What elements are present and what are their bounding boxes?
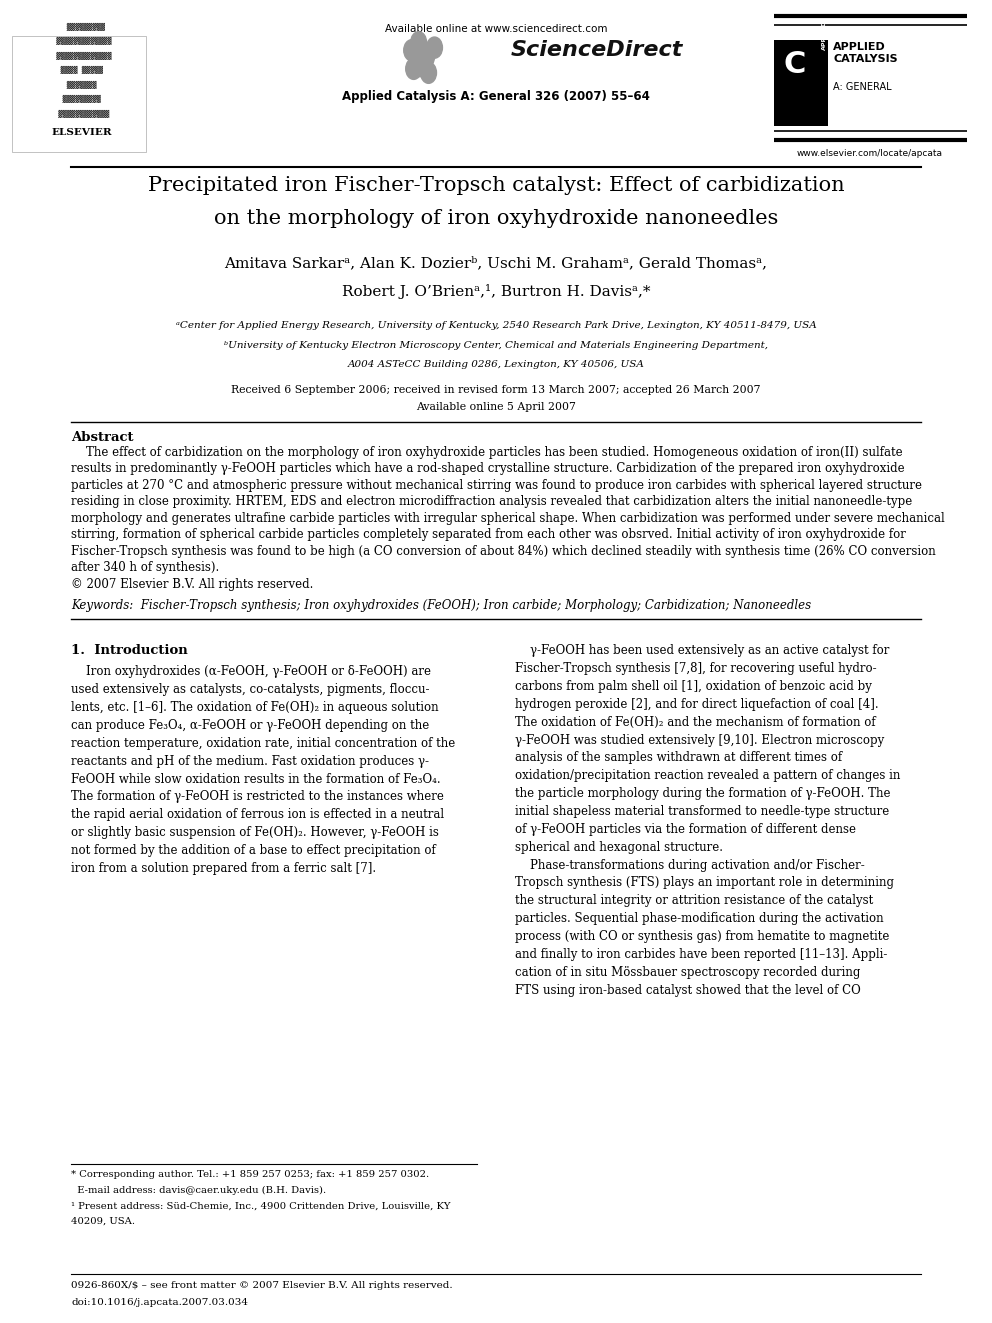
Text: used extensively as catalysts, co-catalysts, pigments, floccu-: used extensively as catalysts, co-cataly… [71, 683, 430, 696]
Text: FTS using iron-based catalyst showed that the level of CO: FTS using iron-based catalyst showed tha… [515, 984, 861, 996]
Text: ▓▓▓▓▓▓▓: ▓▓▓▓▓▓▓ [54, 81, 109, 89]
Text: Robert J. O’Brienᵃ,¹, Burtron H. Davisᵃ,*: Robert J. O’Brienᵃ,¹, Burtron H. Davisᵃ,… [342, 284, 650, 299]
Text: 0926-860X/$ – see front matter © 2007 Elsevier B.V. All rights reserved.: 0926-860X/$ – see front matter © 2007 El… [71, 1281, 453, 1290]
FancyBboxPatch shape [12, 36, 146, 152]
Text: or slightly basic suspension of Fe(OH)₂. However, γ-FeOOH is: or slightly basic suspension of Fe(OH)₂.… [71, 826, 439, 839]
Circle shape [413, 56, 429, 77]
Text: spherical and hexagonal structure.: spherical and hexagonal structure. [515, 841, 723, 853]
Text: particles. Sequential phase-modification during the activation: particles. Sequential phase-modification… [515, 913, 884, 925]
Text: The oxidation of Fe(OH)₂ and the mechanism of formation of: The oxidation of Fe(OH)₂ and the mechani… [515, 716, 876, 729]
Text: ▓▓▓▓▓▓▓▓▓▓▓▓▓: ▓▓▓▓▓▓▓▓▓▓▓▓▓ [52, 37, 111, 45]
Text: analysis of the samples withdrawn at different times of: analysis of the samples withdrawn at dif… [515, 751, 842, 765]
Text: of γ-FeOOH particles via the formation of different dense: of γ-FeOOH particles via the formation o… [515, 823, 856, 836]
Circle shape [406, 58, 422, 79]
Text: can produce Fe₃O₄, α-FeOOH or γ-FeOOH depending on the: can produce Fe₃O₄, α-FeOOH or γ-FeOOH de… [71, 718, 430, 732]
Text: The effect of carbidization on the morphology of iron oxyhydroxide particles has: The effect of carbidization on the morph… [71, 446, 945, 591]
Text: A: GENERAL: A: GENERAL [833, 82, 892, 93]
Text: ▓▓▓▓▓▓▓▓▓: ▓▓▓▓▓▓▓▓▓ [54, 22, 109, 30]
Text: Abstract: Abstract [71, 431, 134, 445]
Text: * Corresponding author. Tel.: +1 859 257 0253; fax: +1 859 257 0302.: * Corresponding author. Tel.: +1 859 257… [71, 1170, 430, 1179]
Text: 1.  Introduction: 1. Introduction [71, 644, 188, 658]
Text: lents, etc. [1–6]. The oxidation of Fe(OH)₂ in aqueous solution: lents, etc. [1–6]. The oxidation of Fe(O… [71, 701, 439, 714]
Text: cation of in situ Mössbauer spectroscopy recorded during: cation of in situ Mössbauer spectroscopy… [515, 966, 860, 979]
Circle shape [427, 37, 442, 58]
Text: E-mail address: davis@caer.uky.edu (B.H. Davis).: E-mail address: davis@caer.uky.edu (B.H.… [71, 1185, 326, 1195]
Text: Fischer-Tropsch synthesis [7,8], for recovering useful hydro-: Fischer-Tropsch synthesis [7,8], for rec… [515, 662, 877, 675]
Text: the rapid aerial oxidation of ferrous ion is effected in a neutral: the rapid aerial oxidation of ferrous io… [71, 808, 444, 822]
Text: ᵃCenter for Applied Energy Research, University of Kentucky, 2540 Research Park : ᵃCenter for Applied Energy Research, Uni… [176, 321, 816, 331]
Text: 40209, USA.: 40209, USA. [71, 1217, 136, 1226]
Text: γ-FeOOH was studied extensively [9,10]. Electron microscopy: γ-FeOOH was studied extensively [9,10]. … [515, 733, 884, 746]
Text: A004 ASTeCC Building 0286, Lexington, KY 40506, USA: A004 ASTeCC Building 0286, Lexington, KY… [347, 360, 645, 369]
Text: ELSEVIER: ELSEVIER [51, 128, 112, 138]
Text: the particle morphology during the formation of γ-FeOOH. The: the particle morphology during the forma… [515, 787, 891, 800]
FancyBboxPatch shape [774, 40, 828, 126]
Text: hydrogen peroxide [2], and for direct liquefaction of coal [4].: hydrogen peroxide [2], and for direct li… [515, 697, 879, 710]
Text: FeOOH while slow oxidation results in the formation of Fe₃O₄.: FeOOH while slow oxidation results in th… [71, 773, 441, 786]
Text: iron from a solution prepared from a ferric salt [7].: iron from a solution prepared from a fer… [71, 863, 377, 875]
Text: ScienceDirect: ScienceDirect [511, 40, 683, 60]
Text: process (with CO or synthesis gas) from hematite to magnetite: process (with CO or synthesis gas) from … [515, 930, 889, 943]
Text: oxidation/precipitation reaction revealed a pattern of changes in: oxidation/precipitation reaction reveale… [515, 770, 900, 782]
Text: C: C [784, 50, 806, 79]
Circle shape [411, 32, 427, 53]
Text: reaction temperature, oxidation rate, initial concentration of the: reaction temperature, oxidation rate, in… [71, 737, 455, 750]
Circle shape [419, 46, 434, 67]
Text: ▓▓▓▓ ▓▓▓▓▓: ▓▓▓▓ ▓▓▓▓▓ [52, 66, 111, 74]
Text: reactants and pH of the medium. Fast oxidation produces γ-: reactants and pH of the medium. Fast oxi… [71, 754, 430, 767]
Text: Amitava Sarkarᵃ, Alan K. Dozierᵇ, Uschi M. Grahamᵃ, Gerald Thomasᵃ,: Amitava Sarkarᵃ, Alan K. Dozierᵇ, Uschi … [224, 257, 768, 271]
Text: APPLIED: APPLIED [822, 20, 827, 50]
Text: ᵇUniversity of Kentucky Electron Microscopy Center, Chemical and Materials Engin: ᵇUniversity of Kentucky Electron Microsc… [224, 341, 768, 351]
Text: doi:10.1016/j.apcata.2007.03.034: doi:10.1016/j.apcata.2007.03.034 [71, 1298, 248, 1307]
Circle shape [404, 40, 420, 61]
Text: ¹ Present address: Süd-Chemie, Inc., 4900 Crittenden Drive, Louisville, KY: ¹ Present address: Süd-Chemie, Inc., 490… [71, 1201, 451, 1211]
Text: and finally to iron carbides have been reported [11–13]. Appli-: and finally to iron carbides have been r… [515, 947, 887, 960]
Text: initial shapeless material transformed to needle-type structure: initial shapeless material transformed t… [515, 804, 889, 818]
Text: the structural integrity or attrition resistance of the catalyst: the structural integrity or attrition re… [515, 894, 873, 908]
Text: on the morphology of iron oxyhydroxide nanoneedles: on the morphology of iron oxyhydroxide n… [214, 209, 778, 228]
Text: ▓▓▓▓▓▓▓▓▓▓▓▓: ▓▓▓▓▓▓▓▓▓▓▓▓ [54, 110, 109, 118]
Text: APPLIED
CATALYSIS: APPLIED CATALYSIS [833, 42, 898, 64]
Text: Keywords:  Fischer-Tropsch synthesis; Iron oxyhydroxides (FeOOH); Iron carbide; : Keywords: Fischer-Tropsch synthesis; Iro… [71, 599, 811, 613]
Text: Iron oxyhydroxides (α-FeOOH, γ-FeOOH or δ-FeOOH) are: Iron oxyhydroxides (α-FeOOH, γ-FeOOH or … [71, 665, 432, 679]
Text: The formation of γ-FeOOH is restricted to the instances where: The formation of γ-FeOOH is restricted t… [71, 791, 444, 803]
Text: Available online 5 April 2007: Available online 5 April 2007 [416, 402, 576, 413]
Text: Phase-transformations during activation and/or Fischer-: Phase-transformations during activation … [515, 859, 865, 872]
Text: Tropsch synthesis (FTS) plays an important role in determining: Tropsch synthesis (FTS) plays an importa… [515, 876, 894, 889]
Text: Precipitated iron Fischer-Tropsch catalyst: Effect of carbidization: Precipitated iron Fischer-Tropsch cataly… [148, 176, 844, 194]
Text: Available online at www.sciencedirect.com: Available online at www.sciencedirect.co… [385, 24, 607, 34]
Text: Applied Catalysis A: General 326 (2007) 55–64: Applied Catalysis A: General 326 (2007) … [342, 90, 650, 103]
Text: carbons from palm shell oil [1], oxidation of benzoic acid by: carbons from palm shell oil [1], oxidati… [515, 680, 872, 693]
Text: γ-FeOOH has been used extensively as an active catalyst for: γ-FeOOH has been used extensively as an … [515, 644, 889, 658]
Text: www.elsevier.com/locate/apcata: www.elsevier.com/locate/apcata [797, 149, 943, 159]
Text: ▓▓▓▓▓▓▓▓▓: ▓▓▓▓▓▓▓▓▓ [54, 95, 109, 103]
Text: not formed by the addition of a base to effect precipitation of: not formed by the addition of a base to … [71, 844, 436, 857]
Text: Received 6 September 2006; received in revised form 13 March 2007; accepted 26 M: Received 6 September 2006; received in r… [231, 385, 761, 396]
Circle shape [421, 62, 436, 83]
Text: ▓▓▓▓▓▓▓▓▓▓▓▓▓: ▓▓▓▓▓▓▓▓▓▓▓▓▓ [52, 52, 111, 60]
